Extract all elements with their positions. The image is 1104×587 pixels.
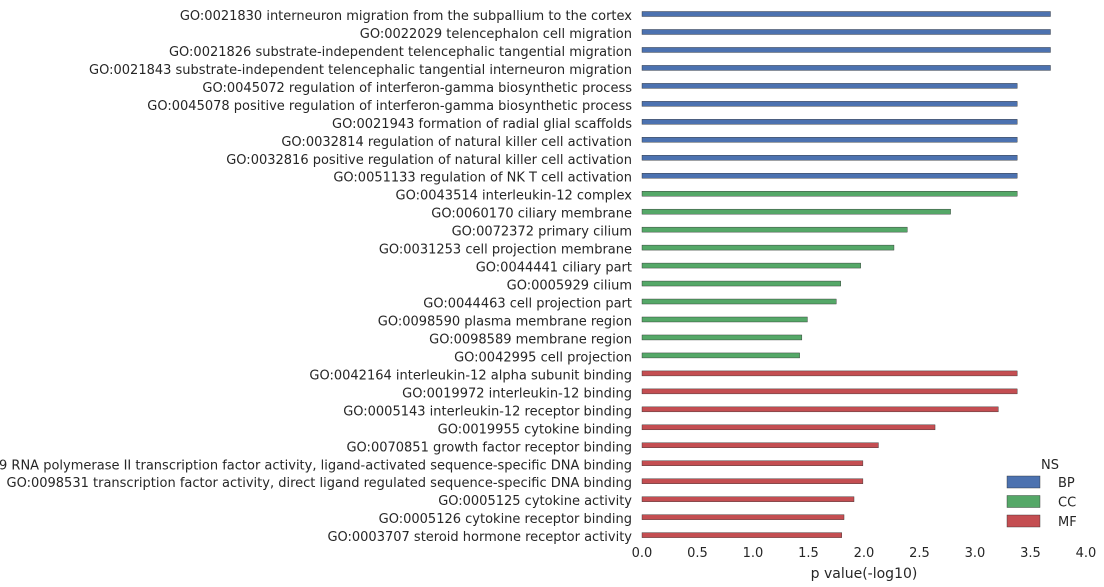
bar-bp (641, 83, 1018, 89)
legend-label-bp: BP (1058, 476, 1075, 491)
category-label: GO:0003707 steroid hormone receptor acti… (327, 530, 632, 545)
category-label: GO:0044463 cell projection part (423, 297, 632, 312)
category-label: GO:0021843 substrate-independent telence… (89, 63, 632, 78)
category-label: GO:0070851 growth factor receptor bindin… (346, 440, 632, 455)
category-label: GO:0005929 cilium (507, 279, 632, 294)
category-label: GO:0042164 interleukin-12 alpha subunit … (309, 368, 632, 383)
category-label: GO:0005143 interleukin-12 receptor bindi… (343, 404, 632, 419)
category-label: GO:0072372 primary cilium (452, 225, 632, 240)
legend-label-mf: MF (1058, 515, 1077, 530)
bar-bp (641, 155, 1018, 161)
x-tick-label: 4.0 (1076, 546, 1097, 561)
category-label: GO:0031253 cell projection membrane (379, 243, 632, 258)
bar-cc (641, 334, 803, 341)
bar-cc (641, 226, 908, 233)
bar-mf (641, 370, 1018, 377)
bar-mf (641, 532, 843, 538)
bar-cc (641, 208, 951, 215)
bar-cc (641, 280, 841, 287)
legend: NS BP CC MF (1006, 458, 1077, 530)
bar-mf (641, 460, 864, 466)
bar-mf (641, 424, 936, 431)
x-tick-label: 0.5 (687, 546, 708, 561)
category-label: GO:0060170 ciliary membrane (431, 207, 632, 222)
bar-cc (641, 244, 895, 251)
category-label: GO:0019955 cytokine binding (438, 422, 632, 437)
x-tick-label: 3.0 (965, 546, 986, 561)
category-label: GO:0042995 cell projection (454, 350, 632, 365)
bar-mf (641, 514, 845, 520)
bar-cc (641, 316, 808, 323)
category-label: GO:0098589 membrane region (429, 332, 632, 347)
bar-bp (641, 173, 1018, 179)
category-label: GO:0022029 telencephalon cell migration (360, 27, 632, 42)
bar-bp (641, 137, 1018, 143)
category-label: GO:0021830 interneuron migration from th… (180, 9, 632, 24)
bar-bp (641, 47, 1051, 53)
bar-cc (641, 262, 861, 269)
x-tick-label: 2.0 (854, 546, 875, 561)
category-label: GO:0051133 regulation of NK T cell activ… (333, 171, 632, 186)
x-tick-label: 1.5 (798, 546, 819, 561)
bar-cc (641, 298, 837, 305)
category-label: GO:0043514 interleukin-12 complex (396, 189, 633, 204)
legend-swatch-mf (1006, 514, 1041, 528)
x-tick-label: 0.0 (632, 546, 653, 561)
x-axis-title: p value(-log10) (811, 566, 918, 582)
category-label: GO:0032816 positive regulation of natura… (226, 153, 632, 168)
category-label: GO:0021826 substrate-independent telence… (169, 45, 632, 60)
category-label: GO:0005125 cytokine activity (438, 494, 632, 509)
x-axis: 0.0 0.5 1.0 1.5 2.0 2.5 3.0 3.5 4.0 (632, 546, 1097, 561)
category-label: GO:0044441 ciliary part (476, 261, 632, 276)
bars (641, 11, 1051, 538)
category-label: GO:0005126 cytokine receptor binding (379, 512, 632, 527)
category-label: GO:0021943 formation of radial glial sca… (332, 117, 632, 132)
category-labels: GO:0021830 interneuron migration from th… (0, 9, 632, 545)
x-tick-label: 1.0 (743, 546, 764, 561)
bar-bp (641, 101, 1018, 107)
bar-bp (641, 65, 1051, 71)
bar-bp (641, 11, 1051, 17)
category-label: GO:0032814 regulation of natural killer … (281, 135, 632, 150)
category-label: GO:0004879 RNA polymerase II transcripti… (0, 458, 632, 473)
category-label: GO:0019972 interleukin-12 binding (402, 386, 632, 401)
category-label: GO:0098590 plasma membrane region (378, 314, 632, 329)
bar-mf (641, 406, 999, 413)
x-tick-label: 3.5 (1020, 546, 1041, 561)
category-label: GO:0045072 regulation of interferon-gamm… (202, 81, 632, 96)
legend-label-cc: CC (1058, 496, 1076, 511)
legend-swatch-bp (1006, 475, 1041, 489)
x-tick-label: 2.5 (909, 546, 930, 561)
bar-bp (641, 119, 1018, 125)
bar-mf (641, 442, 879, 448)
bar-mf (641, 478, 864, 484)
bar-cc (641, 190, 1018, 197)
bar-bp (641, 29, 1051, 35)
bar-cc (641, 352, 800, 359)
category-label: GO:0045078 positive regulation of interf… (147, 99, 632, 114)
category-label: GO:0098531 transcription factor activity… (7, 476, 632, 491)
bar-mf (641, 388, 1018, 395)
legend-swatch-cc (1006, 495, 1041, 508)
legend-title: NS (1041, 458, 1059, 473)
bar-mf (641, 496, 855, 502)
